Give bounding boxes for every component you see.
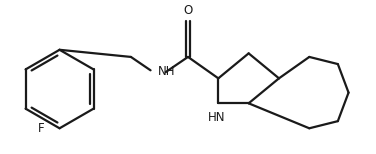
Text: F: F xyxy=(38,122,44,135)
Text: HN: HN xyxy=(208,111,225,124)
Text: O: O xyxy=(183,4,193,17)
Text: NH: NH xyxy=(158,65,175,78)
